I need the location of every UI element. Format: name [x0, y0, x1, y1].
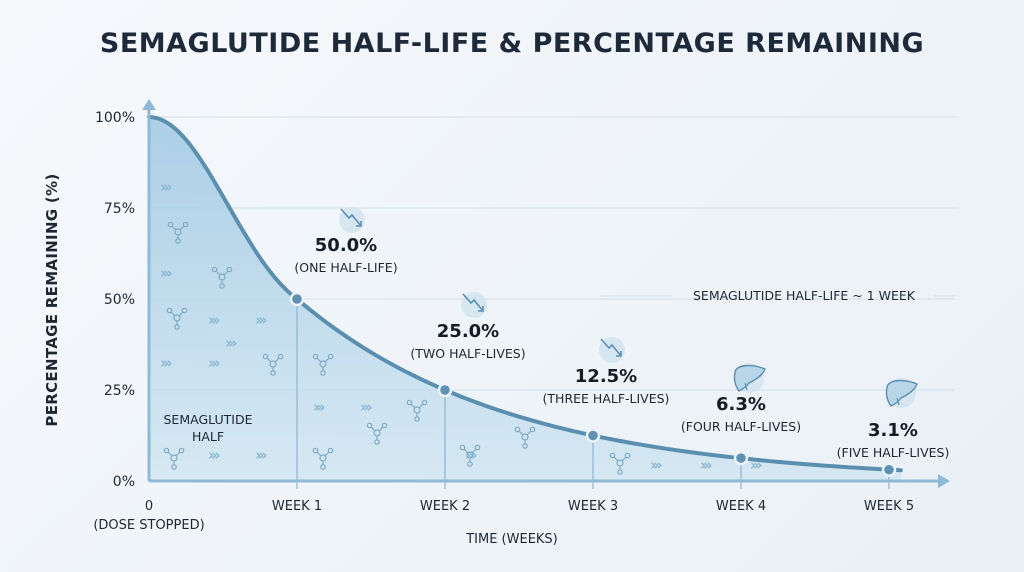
- y-tick-label: 50%: [104, 292, 135, 308]
- half-life-note: SEMAGLUTIDE HALF-LIFE ~ 1 WEEK: [693, 288, 916, 303]
- liver-icon: [885, 378, 918, 408]
- x-tick-sublabel: (DOSE STOPPED): [93, 518, 204, 533]
- molecule-icon: [167, 221, 189, 244]
- x-tick-label: WEEK 1: [272, 499, 322, 514]
- data-point: [289, 291, 305, 307]
- y-axis-arrow: [142, 99, 156, 110]
- molecule-icon: [366, 422, 388, 445]
- area-label: SEMAGLUTIDE: [164, 412, 253, 427]
- value-label: 3.1%: [868, 420, 918, 441]
- half-life-label: (THREE HALF-LIVES): [543, 391, 670, 406]
- data-point: [437, 382, 453, 398]
- x-tick-label: WEEK 3: [568, 499, 618, 514]
- x-tick-label: 0: [145, 499, 153, 514]
- data-point: [585, 428, 601, 443]
- trend-down-icon: [339, 207, 365, 233]
- x-tick-label: WEEK 2: [420, 499, 470, 514]
- molecule-icon: [211, 266, 233, 289]
- x-tick-label: WEEK 4: [716, 499, 766, 514]
- value-label: 50.0%: [315, 235, 377, 256]
- data-point: [881, 462, 897, 477]
- liver-icon: [733, 363, 766, 393]
- x-tick-label: WEEK 5: [864, 499, 914, 514]
- y-tick-label: 75%: [104, 201, 135, 217]
- half-life-label: (ONE HALF-LIFE): [294, 260, 397, 275]
- x-axis-label: TIME (WEEKS): [465, 532, 558, 547]
- molecule-icon: [609, 452, 631, 475]
- molecule-icon: [312, 447, 334, 470]
- half-life-label: (FOUR HALF-LIVES): [681, 419, 801, 434]
- molecule-icon: [166, 307, 188, 330]
- half-life-label: (FIVE HALF-LIVES): [837, 445, 950, 460]
- y-axis-label: PERCENTAGE REMAINING (%): [43, 173, 61, 426]
- molecule-icon: [514, 426, 536, 449]
- molecule-icon: [312, 353, 334, 376]
- area-fill: [149, 117, 901, 481]
- molecule-icon: [262, 353, 284, 376]
- molecule-icon: [459, 444, 481, 467]
- molecule-icon: [406, 399, 428, 422]
- value-label: 12.5%: [575, 366, 637, 387]
- y-tick-label: 0%: [113, 474, 135, 490]
- y-tick-label: 100%: [95, 110, 135, 126]
- chart-title: SEMAGLUTIDE HALF-LIFE & PERCENTAGE REMAI…: [99, 28, 925, 59]
- area-label: HALF: [192, 429, 224, 444]
- x-axis-arrow: [938, 474, 950, 488]
- decay-curve: [147, 115, 903, 473]
- y-tick-label: 25%: [104, 383, 135, 399]
- trend-down-icon: [461, 292, 487, 318]
- value-label: 25.0%: [437, 321, 499, 342]
- trend-down-icon: [599, 337, 625, 363]
- value-label: 6.3%: [716, 394, 766, 415]
- half-life-label: (TWO HALF-LIVES): [410, 346, 525, 361]
- data-point: [733, 450, 749, 466]
- molecule-icon: [163, 447, 185, 470]
